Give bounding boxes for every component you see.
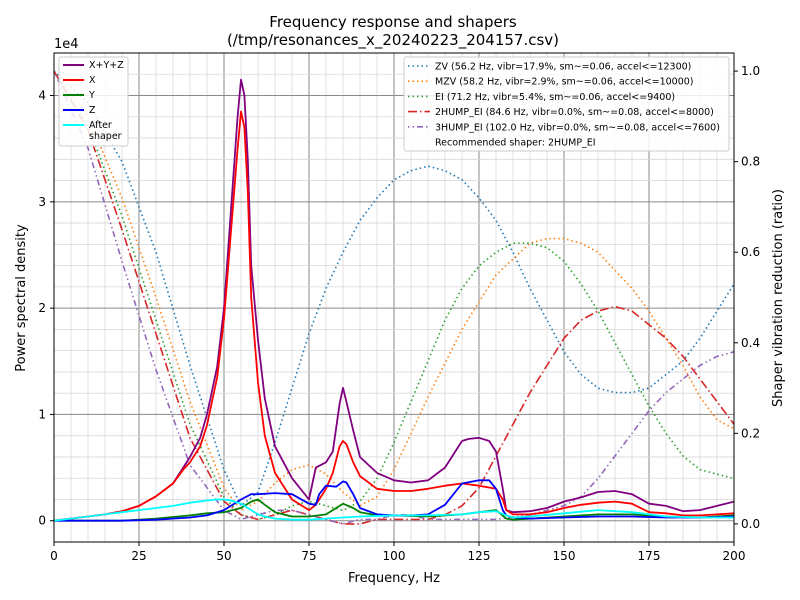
psd-line-0 (54, 78, 734, 522)
psd-series-lines (54, 78, 734, 522)
legend-shaper-label: 3HUMP_EI (102.0 Hz, vibr=0.0%, sm~=0.08,… (435, 122, 720, 133)
psd-line-3 (54, 479, 734, 522)
y2-tick-label: 0.2 (741, 426, 760, 440)
x-tick-label: 200 (723, 549, 746, 563)
x-tick-label: 75 (301, 549, 316, 563)
y2-tick-label: 0.0 (741, 517, 760, 531)
y2-axis-ticks: 0.0 0.2 0.4 0.6 0.8 1.0 (734, 64, 760, 531)
legend-shaper-label: ZV (56.2 Hz, vibr=17.9%, sm~=0.06, accel… (435, 62, 691, 73)
chart-subtitle: (/tmp/resonances_x_20240223_204157.csv) (227, 31, 559, 50)
legend-psd-label: X (89, 75, 96, 86)
legend-psd: X+Y+Z XYZ After shaper (58, 56, 129, 147)
y-tick-label: 0 (38, 514, 46, 528)
legend-shapers: ZV (56.2 Hz, vibr=17.9%, sm~=0.06, accel… (403, 56, 730, 152)
y-tick-label: 1 (38, 407, 46, 421)
legend-shaper-label: MZV (58.2 Hz, vibr=2.9%, sm~=0.06, accel… (435, 77, 694, 88)
x-tick-label: 0 (50, 549, 58, 563)
psd-line-1 (54, 110, 734, 522)
recommended-shaper-text: Recommended shaper: 2HUMP_EI (435, 138, 596, 149)
y2-axis-label: Shaper vibration reduction (ratio) (771, 189, 786, 407)
x-axis-ticks: 0 25 50 75 100 125 150 175 200 (50, 542, 745, 563)
y2-tick-label: 0.4 (741, 336, 760, 350)
x-tick-label: 100 (383, 549, 406, 563)
grid-lines (53, 53, 735, 542)
x-tick-label: 25 (131, 549, 146, 563)
y2-tick-label: 0.8 (741, 155, 760, 169)
x-tick-label: 50 (216, 549, 231, 563)
shaper-line-3 (54, 70, 734, 525)
psd-line-4 (54, 498, 734, 522)
legend-shapers-box (403, 56, 730, 152)
y-tick-label: 2 (38, 301, 46, 315)
x-axis-label: Frequency, Hz (348, 571, 440, 586)
y-tick-label: 4 (38, 89, 46, 103)
legend-shaper-label: 2HUMP_EI (84.6 Hz, vibr=0.0%, sm~=0.08, … (435, 107, 714, 118)
x-tick-label: 150 (553, 549, 576, 563)
y-axis-ticks: 0 1 2 3 4 (38, 89, 54, 528)
legend-psd-label: After shaper (89, 120, 122, 142)
shaper-line-1 (54, 70, 734, 512)
x-tick-label: 125 (468, 549, 491, 563)
y2-tick-label: 1.0 (741, 64, 760, 78)
y2-tick-label: 0.6 (741, 245, 760, 259)
legend-psd-label: Z (89, 105, 96, 116)
shaper-line-2 (54, 70, 734, 521)
y-scale-label: 1e4 (54, 37, 79, 52)
legend-psd-label: Y (88, 90, 95, 101)
legend-shaper-label: EI (71.2 Hz, vibr=5.4%, sm~=0.06, accel<… (435, 92, 675, 103)
y-tick-label: 3 (38, 195, 46, 209)
y-axis-label: Power spectral density (14, 224, 29, 372)
chart-title: Frequency response and shapers (269, 13, 517, 31)
x-tick-label: 175 (638, 549, 661, 563)
shaper-line-0 (54, 70, 734, 508)
legend-psd-label: X+Y+Z (89, 60, 124, 71)
